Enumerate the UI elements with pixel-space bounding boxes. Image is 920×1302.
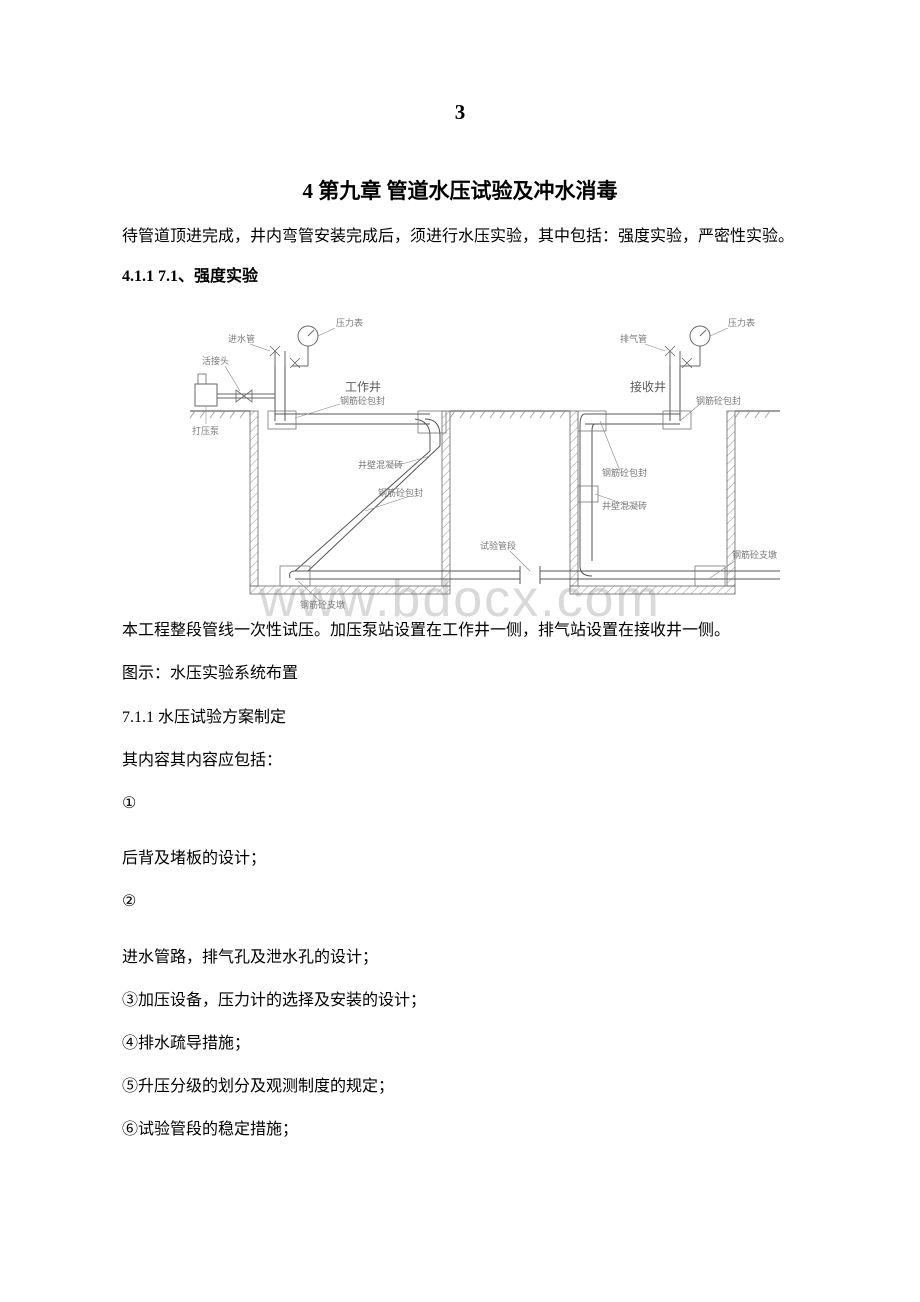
para-4: 其内容其内容应包括： bbox=[90, 747, 830, 774]
para-11: ⑤升压分级的划分及观测制度的规定； bbox=[90, 1073, 830, 1100]
label-rc1: 钢筋砼包封 bbox=[340, 395, 385, 406]
section-number: 4.1.1 7.1、 bbox=[122, 268, 194, 285]
intro-paragraph: 待管道顶进完成，井内弯管安装完成后，须进行水压实验，其中包括：强度实验，严密性实… bbox=[90, 223, 830, 250]
label-wellwall1: 井壁混凝砖 bbox=[358, 459, 403, 470]
label-inlet-pipe: 进水管 bbox=[228, 333, 255, 344]
label-pump: 打压泵 bbox=[192, 425, 219, 436]
para-8: 进水管路，排气孔及泄水孔的设计； bbox=[90, 944, 830, 971]
label-rc2: 钢筋砼包封 bbox=[696, 395, 741, 406]
label-work-well: 工作井 bbox=[345, 380, 381, 394]
label-wellwall2: 井壁混凝砖 bbox=[602, 500, 647, 511]
para-7: ② bbox=[90, 888, 830, 915]
label-rc3: 钢筋砼包封 bbox=[378, 487, 423, 498]
chapter-number: 4 bbox=[303, 179, 314, 203]
para-9: ③加压设备，压力计的选择及安装的设计； bbox=[90, 987, 830, 1014]
section-text: 强度实验 bbox=[194, 268, 258, 285]
page-number: 3 bbox=[90, 100, 830, 125]
label-pressure-gauge-left: 压力表 bbox=[336, 317, 363, 328]
label-test-section: 试验管段 bbox=[480, 540, 516, 551]
hydraulic-test-diagram: 压力表 压力表 进水管 排气管 活接头 打压泵 工作井 接收井 钢筋砼包封 钢筋… bbox=[140, 296, 780, 611]
label-support1: 钢筋砼支墩 bbox=[300, 599, 345, 610]
chapter-text: 第九章 管道水压试验及冲水消毒 bbox=[318, 179, 617, 203]
para-5: ① bbox=[90, 790, 830, 817]
para-12: ⑥试验管段的稳定措施； bbox=[90, 1116, 830, 1143]
label-valve-connector: 活接头 bbox=[202, 355, 229, 366]
ara-10: ④排水疏导措施； bbox=[90, 1030, 830, 1057]
label-rc4: 钢筋砼包封 bbox=[602, 467, 647, 478]
para-3: 7.1.1 水压试验方案制定 bbox=[90, 704, 830, 731]
label-receive-well: 接收井 bbox=[630, 379, 666, 394]
label-exhaust-pipe: 排气管 bbox=[620, 333, 647, 344]
chapter-title: 4 第九章 管道水压试验及冲水消毒 bbox=[90, 175, 830, 205]
diagram-container: www.bdocx.com bbox=[140, 296, 780, 611]
para-2: 图示：水压实验系统布置 bbox=[90, 660, 830, 687]
para-6: 后背及堵板的设计； bbox=[90, 845, 830, 872]
section-heading: 4.1.1 7.1、强度实验 bbox=[90, 262, 830, 286]
label-support2: 钢筋砼支墩 bbox=[732, 549, 777, 560]
label-pressure-gauge-right: 压力表 bbox=[728, 317, 755, 328]
